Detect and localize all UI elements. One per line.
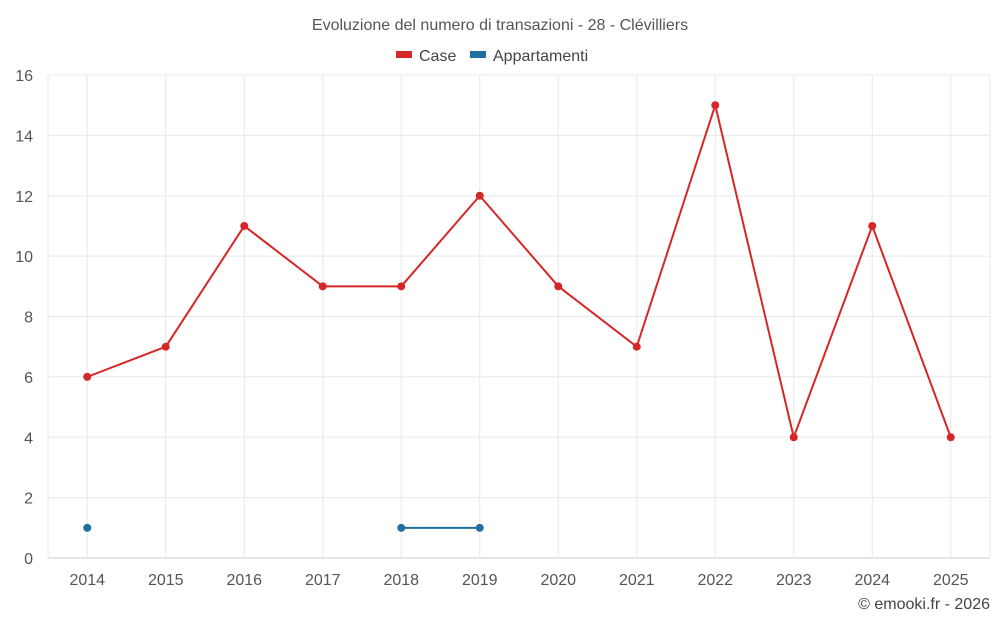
legend-item-appartamenti[interactable]: Appartamenti bbox=[470, 48, 588, 65]
y-tick-label: 12 bbox=[15, 189, 33, 206]
legend-swatch-case bbox=[396, 51, 412, 58]
x-tick-label: 2024 bbox=[854, 572, 890, 589]
credit-text: © emooki.fr - 2026 bbox=[858, 596, 990, 613]
x-tick-label: 2021 bbox=[619, 572, 655, 589]
data-point-appartamenti[interactable] bbox=[475, 523, 484, 532]
data-point-case[interactable] bbox=[240, 221, 249, 230]
data-point-case[interactable] bbox=[397, 282, 406, 291]
x-tick-label: 2025 bbox=[933, 572, 969, 589]
legend-label-case: Case bbox=[419, 48, 456, 65]
x-axis-ticks: 2014 2015 2016 2017 2018 2019 2020 2021 2022 2023… bbox=[69, 572, 968, 589]
legend-swatch-appartamenti bbox=[470, 51, 486, 58]
y-tick-label: 8 bbox=[24, 310, 33, 327]
x-tick-label: 2018 bbox=[383, 572, 419, 589]
x-tick-label: 2023 bbox=[776, 572, 812, 589]
data-point-case[interactable] bbox=[83, 372, 92, 381]
series bbox=[83, 101, 955, 532]
data-point-case[interactable] bbox=[161, 342, 170, 351]
x-tick-label: 2022 bbox=[697, 572, 733, 589]
data-point-case[interactable] bbox=[554, 282, 563, 291]
data-point-case[interactable] bbox=[868, 221, 877, 230]
legend: Case Appartamenti bbox=[396, 48, 588, 65]
y-tick-label: 0 bbox=[24, 551, 33, 568]
x-tick-label: 2019 bbox=[462, 572, 498, 589]
data-point-case[interactable] bbox=[711, 101, 720, 110]
x-tick-label: 2016 bbox=[226, 572, 262, 589]
data-point-appartamenti[interactable] bbox=[397, 523, 406, 532]
data-point-case[interactable] bbox=[318, 282, 327, 291]
y-tick-label: 4 bbox=[24, 430, 33, 447]
x-tick-label: 2015 bbox=[148, 572, 184, 589]
data-point-case[interactable] bbox=[946, 433, 955, 442]
y-axis-ticks: 0 2 4 6 8 10 12 14 16 bbox=[15, 68, 33, 568]
grid bbox=[47, 74, 991, 559]
data-point-case[interactable] bbox=[475, 191, 484, 200]
data-point-case[interactable] bbox=[789, 433, 798, 442]
y-tick-label: 14 bbox=[15, 128, 33, 145]
x-tick-label: 2017 bbox=[305, 572, 341, 589]
data-point-appartamenti[interactable] bbox=[83, 523, 92, 532]
series-line-case bbox=[86, 104, 952, 439]
series-case bbox=[83, 101, 955, 442]
legend-label-appartamenti: Appartamenti bbox=[493, 48, 588, 65]
y-tick-label: 6 bbox=[24, 370, 33, 387]
y-tick-label: 2 bbox=[24, 491, 33, 508]
y-tick-label: 16 bbox=[15, 68, 33, 85]
chart-title: Evoluzione del numero di transazioni - 2… bbox=[312, 17, 688, 34]
series-appartamenti bbox=[83, 523, 484, 532]
legend-item-case[interactable]: Case bbox=[396, 48, 456, 65]
y-tick-label: 10 bbox=[15, 249, 33, 266]
x-tick-label: 2014 bbox=[69, 572, 105, 589]
data-point-case[interactable] bbox=[632, 342, 641, 351]
x-tick-label: 2020 bbox=[540, 572, 576, 589]
